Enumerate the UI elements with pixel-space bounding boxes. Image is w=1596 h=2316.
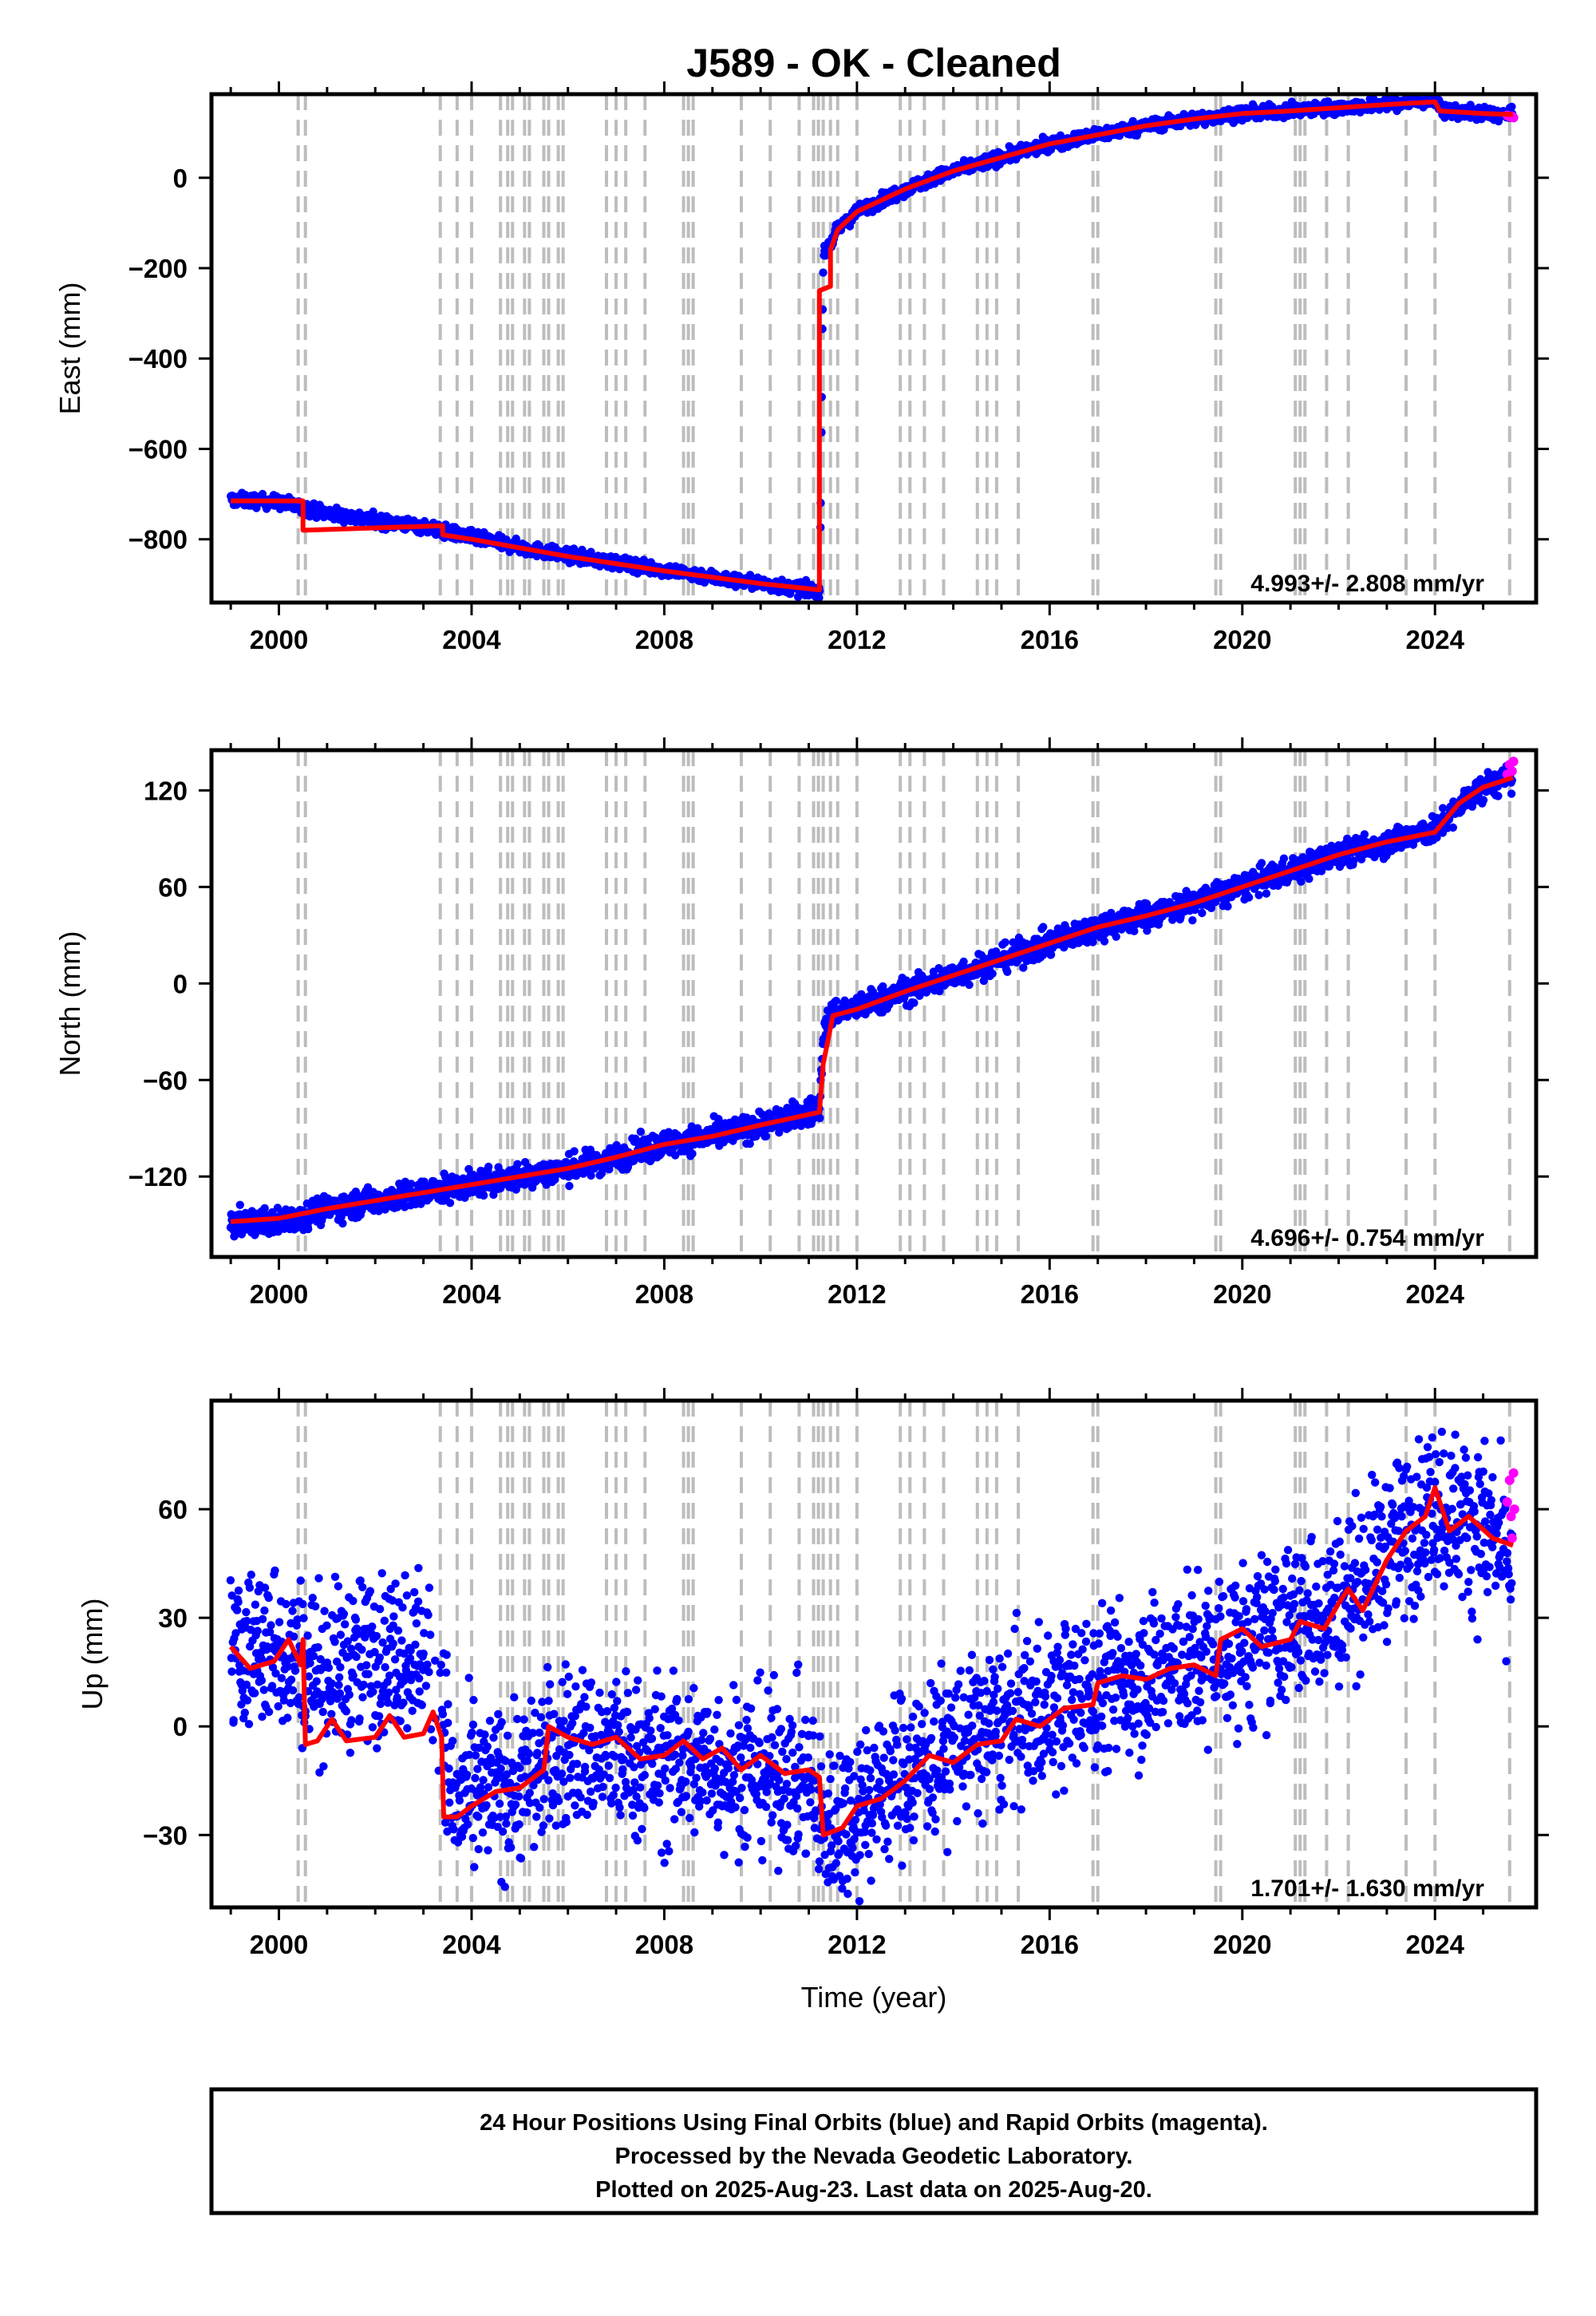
final-point — [258, 489, 267, 499]
east-model-line — [231, 99, 1514, 593]
x-tick-label: 2024 — [1406, 625, 1465, 654]
final-point — [479, 1191, 488, 1200]
final-point — [484, 1162, 493, 1172]
final-point — [1279, 854, 1289, 863]
final-point — [260, 1203, 269, 1213]
east-rate-label: 4.993+/- 2.808 mm/yr — [1250, 571, 1484, 597]
y-tick-label: −800 — [128, 525, 188, 555]
x-tick-label: 2016 — [1021, 625, 1079, 654]
final-point — [688, 1149, 697, 1158]
final-point — [819, 268, 828, 277]
final-point — [1039, 923, 1048, 931]
final-point — [513, 1160, 522, 1168]
final-point — [761, 1132, 771, 1141]
final-point — [832, 996, 841, 1006]
east-y-axis-label: East (mm) — [53, 283, 86, 415]
chart-title: J589 - OK - Cleaned — [686, 41, 1061, 85]
final-point — [1088, 938, 1097, 947]
final-point — [1112, 932, 1120, 941]
final-point — [512, 534, 520, 543]
final-point — [304, 1224, 313, 1234]
x-tick-label: 2008 — [635, 625, 693, 654]
final-point — [535, 541, 543, 550]
x-tick-label: 2020 — [1213, 625, 1271, 654]
final-point — [338, 1219, 347, 1228]
east-step-lines — [296, 94, 1511, 603]
final-point — [1003, 967, 1012, 977]
y-tick-label: 0 — [173, 164, 188, 193]
final-point — [1262, 889, 1271, 898]
x-tick-label: 2000 — [250, 625, 308, 654]
x-tick-label: 2004 — [442, 625, 501, 654]
y-tick-label: −200 — [128, 254, 188, 283]
final-point — [1254, 891, 1263, 899]
x-tick-label: 2012 — [828, 625, 886, 654]
north-final-points — [226, 761, 1517, 1241]
final-point — [965, 980, 974, 990]
final-point — [988, 969, 997, 978]
final-point — [636, 1127, 646, 1136]
final-point — [1244, 893, 1254, 902]
final-point — [570, 1147, 579, 1156]
final-point — [445, 1199, 455, 1207]
y-tick-label: −600 — [128, 434, 188, 464]
final-point — [631, 1134, 640, 1144]
final-point — [815, 593, 824, 603]
final-point — [235, 1200, 244, 1210]
final-point — [1305, 875, 1314, 883]
final-point — [1130, 927, 1139, 935]
final-point — [1257, 859, 1266, 868]
final-point — [910, 998, 918, 1007]
final-point — [1188, 916, 1197, 925]
final-point — [1223, 902, 1232, 911]
final-point — [1198, 908, 1207, 918]
panel-east: 2000 2004 2008 2012 2016 2020 2024 0 −200 −400 −6… — [53, 41, 1549, 654]
final-point — [565, 1181, 574, 1191]
panel-north: 2000 2004 2008 2012 2016 2020 2024 120600−60−1… — [53, 737, 1549, 1309]
final-point — [1100, 937, 1109, 946]
final-point — [1001, 938, 1009, 947]
y-tick-label: −400 — [128, 344, 188, 373]
